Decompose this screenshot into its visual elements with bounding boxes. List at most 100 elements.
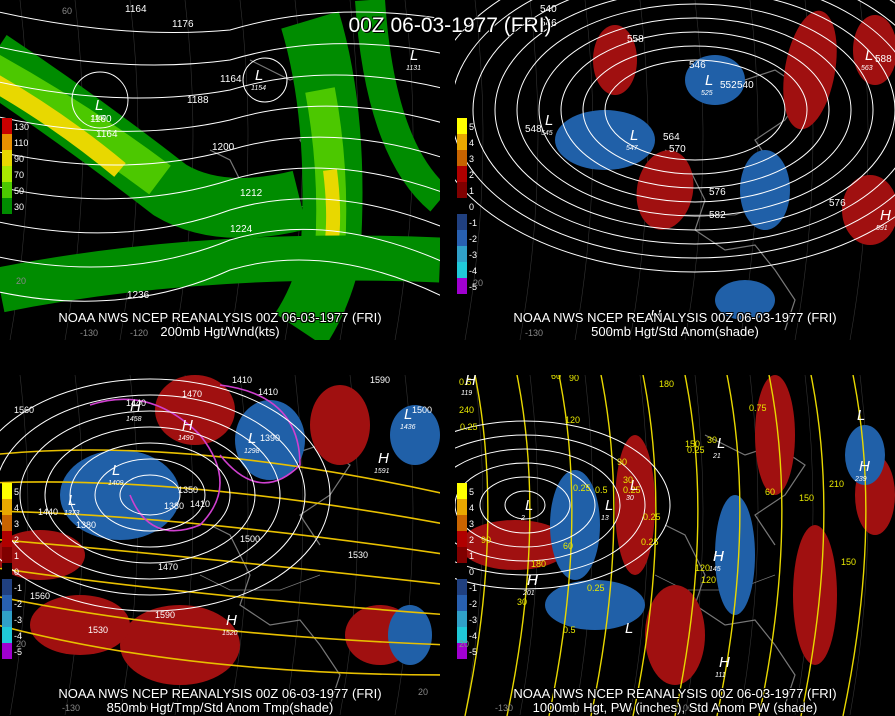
high-pressure-symbol: H xyxy=(713,548,724,565)
graticule-line xyxy=(64,375,84,716)
legend-label: 50 xyxy=(14,186,24,196)
map-tick-label: -110 xyxy=(615,703,632,713)
legend-label: 4 xyxy=(469,503,474,513)
legend-label: -1 xyxy=(14,583,22,593)
legend-swatch xyxy=(2,483,12,499)
graticule-line xyxy=(464,0,484,340)
map-tick-label: -130 xyxy=(62,703,80,713)
legend-swatch xyxy=(457,547,467,563)
legend-swatch xyxy=(2,198,12,214)
caption-line1: NOAA NWS NCEP REANALYSIS 00Z 06-03-1977 … xyxy=(513,310,837,325)
contour-label: 30 xyxy=(707,435,717,445)
contour-label: 60 xyxy=(551,375,561,381)
anomaly-shade xyxy=(545,580,645,630)
contour-label: 0.75 xyxy=(749,403,767,413)
legend-swatch xyxy=(457,531,467,547)
high-pressure-symbol-value: 1458 xyxy=(126,416,142,423)
legend-swatch xyxy=(457,166,467,182)
legend-label: -5 xyxy=(14,647,22,657)
low-pressure-symbol-value: 1436 xyxy=(400,424,416,431)
legend-label: -1 xyxy=(469,218,477,228)
legend-swatch xyxy=(457,198,467,214)
height-contour xyxy=(582,45,808,175)
contour-label: 540 xyxy=(540,4,557,15)
low-pressure-symbol: L xyxy=(255,67,263,84)
height-contour xyxy=(0,394,306,596)
contour-label: 1188 xyxy=(187,95,209,106)
low-pressure-symbol-value: 1373 xyxy=(64,510,80,517)
high-pressure-symbol: H xyxy=(650,307,661,324)
panel-850mb: 5 4 3 2 1 0 -1 -2 -3 -4 -5 1410 1440 1470 1410 1380 1590… xyxy=(0,375,440,716)
contour-label: 1560 xyxy=(30,591,50,601)
contour-label: 1390 xyxy=(260,433,280,443)
high-pressure-symbol-value: 239 xyxy=(854,476,867,483)
contour-label: 0.25 xyxy=(687,445,705,455)
low-pressure-symbol-value: 1298 xyxy=(244,448,260,455)
jet-core xyxy=(0,75,126,177)
low-pressure-symbol: L xyxy=(717,435,725,452)
map-tick-label: -120 xyxy=(555,703,573,713)
legend-swatch xyxy=(457,643,467,659)
height-contour xyxy=(560,31,830,189)
height-contour xyxy=(0,136,440,166)
contour-label: 1590 xyxy=(370,375,390,385)
height-contour xyxy=(455,420,671,590)
legend-label: 1 xyxy=(14,551,19,561)
height-contour xyxy=(455,434,646,576)
contour-label: 546 xyxy=(540,18,557,29)
legend-label: 2 xyxy=(14,535,19,545)
high-pressure-symbol: H xyxy=(527,572,538,589)
anomaly-shade xyxy=(715,495,755,615)
legend-label: -5 xyxy=(469,282,477,292)
legend-label: 5 xyxy=(469,487,474,497)
height-contour xyxy=(0,74,440,99)
low-pressure-symbol-value: 1154 xyxy=(251,85,266,92)
contour-label: 120 xyxy=(701,575,716,585)
legend-label: 3 xyxy=(469,519,474,529)
caption-line2: 200mb Hgt/Wnd(kts) xyxy=(160,324,280,339)
legend-label: -3 xyxy=(14,615,22,625)
contour-label: 1410 xyxy=(232,375,252,385)
map-tick-label: -100 xyxy=(675,703,693,713)
height-contour xyxy=(472,0,895,245)
high-pressure-symbol: H xyxy=(859,458,870,475)
height-contour xyxy=(0,198,440,234)
contour-label: 1236 xyxy=(127,290,150,301)
contour-label: 1160 xyxy=(90,114,112,125)
precip-water-contour xyxy=(590,375,615,716)
graticule-line xyxy=(739,375,759,716)
graticule-line xyxy=(119,375,139,716)
legend-label: -1 xyxy=(469,583,477,593)
legend-swatch xyxy=(2,643,12,659)
contour-label: 180 xyxy=(531,559,546,569)
contour-label: 1500 xyxy=(412,405,432,415)
high-pressure-symbol-value: 111 xyxy=(715,672,726,679)
anomaly-shade xyxy=(388,605,432,665)
legend-label: -3 xyxy=(469,615,477,625)
contour-label: 30 xyxy=(623,475,633,485)
legend-label: 3 xyxy=(469,154,474,164)
low-pressure-symbol: L xyxy=(404,406,412,423)
contour-label: 1380 xyxy=(164,501,184,511)
map-850mb: 5 4 3 2 1 0 -1 -2 -3 -4 -5 1410 1440 1470 1410 1380 1590… xyxy=(0,375,440,716)
height-contour xyxy=(242,57,288,103)
low-pressure-symbol: L xyxy=(68,492,76,509)
height-contour xyxy=(455,448,621,562)
caption-line2: 850mb Hgt/Tmp/Std Anom Tmp(shade) xyxy=(106,700,334,715)
anomaly-shade xyxy=(685,55,745,105)
contour-label: 1530 xyxy=(88,625,108,635)
contour-label: 180 xyxy=(659,379,674,389)
anomaly-shade xyxy=(842,175,895,245)
map-tick-label: 20 xyxy=(459,639,469,649)
panel-1000mb: 5 4 3 2 1 0 -1 -2 -3 -4 -5 0.5 60 90 180 120 0.25 0.25 0.5… xyxy=(455,375,895,716)
legend-swatch xyxy=(457,499,467,515)
anomaly-shade xyxy=(715,280,775,320)
temperature-contour xyxy=(0,567,440,616)
high-pressure-symbol: H xyxy=(527,572,538,589)
low-pressure-symbol-value: 545 xyxy=(541,130,553,137)
coastline xyxy=(209,524,341,706)
contour-label: 546 xyxy=(689,60,706,71)
legend-swatch xyxy=(2,182,12,198)
